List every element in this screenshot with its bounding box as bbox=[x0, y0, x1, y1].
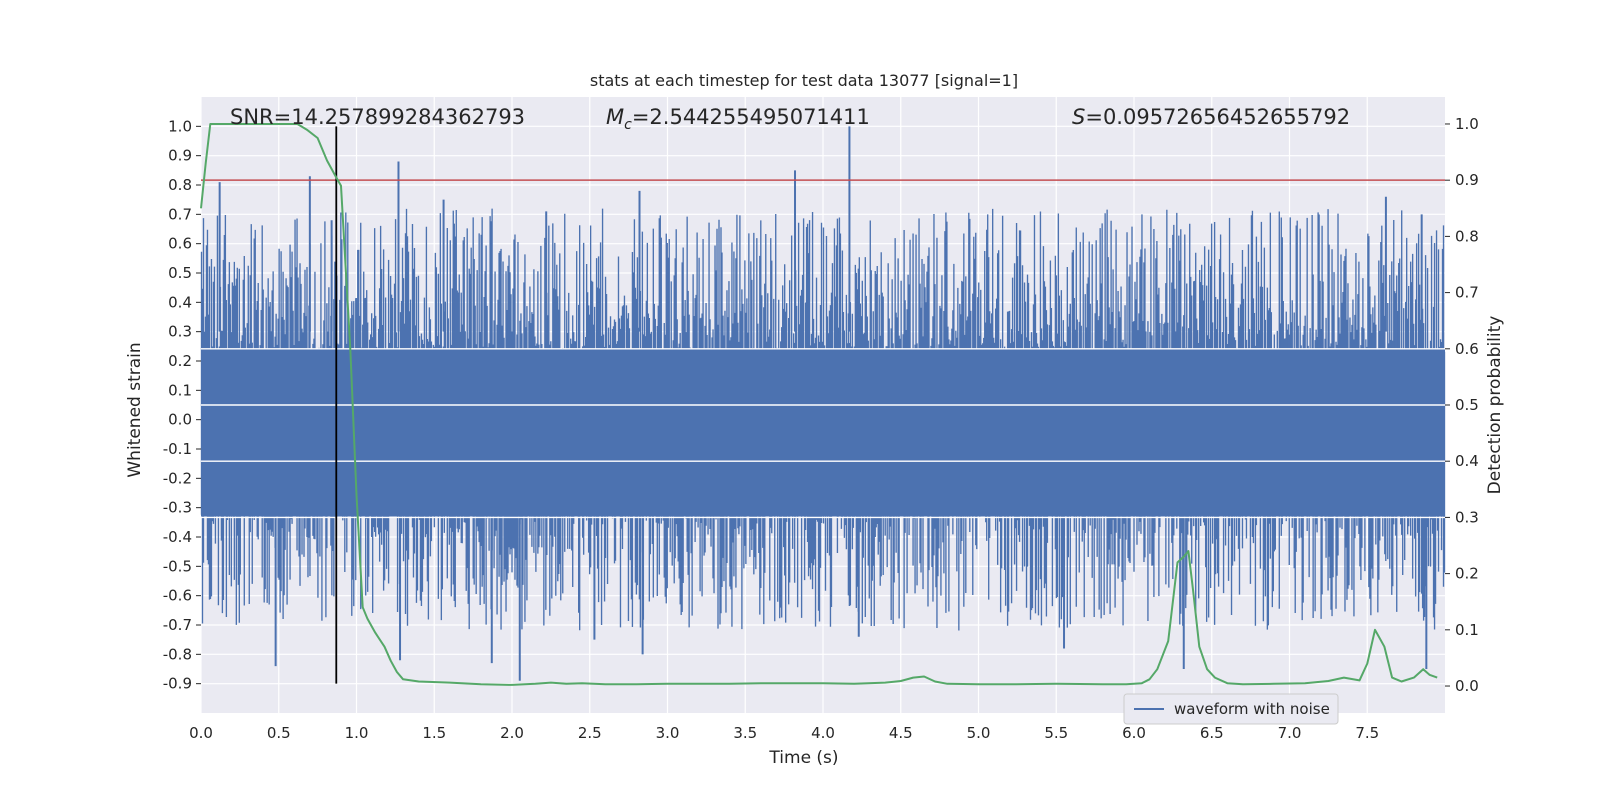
chirp-mass-annotation: Mc=2.544255495071411 bbox=[606, 105, 870, 133]
y2-axis-label: Detection probability bbox=[1485, 316, 1505, 495]
s-symbol: S bbox=[1072, 105, 1085, 129]
y-tick-label: 0.3 bbox=[168, 323, 192, 341]
s-value: =0.09572656452655792 bbox=[1085, 105, 1350, 129]
y-tick-label: -0.5 bbox=[163, 557, 192, 575]
x-tick-label: 5.5 bbox=[1044, 724, 1068, 742]
chirp-mass-symbol: M bbox=[606, 105, 624, 129]
x-tick-label: 2.5 bbox=[578, 724, 602, 742]
x-tick-label: 2.0 bbox=[500, 724, 524, 742]
waveform-series bbox=[200, 126, 1446, 681]
y-tick-label: 0.7 bbox=[168, 205, 192, 223]
y-tick-label: -0.6 bbox=[163, 587, 192, 605]
legend: waveform with noise bbox=[1123, 693, 1339, 725]
x-axis-label: Time (s) bbox=[768, 748, 838, 768]
y-axis-label: Whitened strain bbox=[125, 342, 145, 477]
y2-tick-label: 0.0 bbox=[1455, 677, 1479, 695]
x-tick-label: 7.0 bbox=[1278, 724, 1302, 742]
x-tick-label: 6.5 bbox=[1200, 724, 1224, 742]
plot-content bbox=[200, 123, 1446, 686]
y-tick-label: 0.4 bbox=[168, 293, 192, 311]
y2-tick-label: 0.6 bbox=[1455, 340, 1479, 358]
y2-tick-label: 0.9 bbox=[1455, 171, 1479, 189]
y-axis-ticks: 1.0 0.9 0.8 0.7 0.6 0.5 0.4 0.3 0.2 0.1 0.0 -0.1 -0.… bbox=[163, 117, 201, 693]
y2-tick-label: 0.7 bbox=[1455, 284, 1479, 302]
y2-tick-label: 0.5 bbox=[1455, 396, 1479, 414]
legend-label: waveform with noise bbox=[1174, 700, 1330, 718]
y-tick-label: 0.6 bbox=[168, 235, 192, 253]
x-tick-label: 5.0 bbox=[967, 724, 991, 742]
y-tick-label: 0.9 bbox=[168, 147, 192, 165]
y-tick-label: 0.2 bbox=[168, 352, 192, 370]
x-tick-label: 1.5 bbox=[422, 724, 446, 742]
y-tick-label: -0.9 bbox=[163, 675, 192, 693]
y2-tick-label: 0.2 bbox=[1455, 565, 1479, 583]
y2-tick-label: 0.8 bbox=[1455, 227, 1479, 245]
detection-probability-line bbox=[200, 123, 1438, 686]
x-axis-ticks: 0.0 0.5 1.0 1.5 2.0 2.5 3.0 3.5 4.0 4.5 5.0 5.5 6.0 6… bbox=[189, 724, 1379, 742]
chirp-mass-value: =2.544255495071411 bbox=[632, 105, 870, 129]
y-tick-label: 0.0 bbox=[168, 411, 192, 429]
y-tick-label: -0.1 bbox=[163, 440, 192, 458]
x-tick-label: 3.0 bbox=[656, 724, 680, 742]
x-tick-label: 7.5 bbox=[1355, 724, 1379, 742]
snr-annotation: SNR=14.257899284362793 bbox=[230, 105, 525, 129]
s-annotation: S=0.09572656452655792 bbox=[1072, 105, 1350, 129]
x-tick-label: 4.0 bbox=[811, 724, 835, 742]
y2-tick-label: 0.3 bbox=[1455, 508, 1479, 526]
chirp-mass-subscript: c bbox=[624, 117, 632, 133]
y-tick-label: 0.5 bbox=[168, 264, 192, 282]
chart-title: stats at each timestep for test data 130… bbox=[590, 71, 1018, 90]
y-tick-label: -0.8 bbox=[163, 645, 192, 663]
y-tick-label: 0.8 bbox=[168, 176, 192, 194]
x-tick-label: 3.5 bbox=[733, 724, 757, 742]
y2-axis-ticks: 1.0 0.9 0.8 0.7 0.6 0.5 0.4 0.3 0.2 0.1 0.0 bbox=[1445, 115, 1479, 695]
y-tick-label: 1.0 bbox=[168, 117, 192, 135]
x-tick-label: 4.5 bbox=[889, 724, 913, 742]
x-tick-label: 0.0 bbox=[189, 724, 213, 742]
y-tick-label: -0.3 bbox=[163, 499, 192, 517]
y2-tick-label: 0.1 bbox=[1455, 621, 1479, 639]
y2-tick-label: 0.4 bbox=[1455, 452, 1479, 470]
waveform-core bbox=[201, 349, 1445, 517]
y-tick-label: -0.2 bbox=[163, 469, 192, 487]
legend-box bbox=[1123, 693, 1339, 725]
y-tick-label: -0.7 bbox=[163, 616, 192, 634]
x-tick-label: 0.5 bbox=[267, 724, 291, 742]
x-tick-label: 6.0 bbox=[1122, 724, 1146, 742]
y-tick-label: 0.1 bbox=[168, 381, 192, 399]
y-tick-label: -0.4 bbox=[163, 528, 192, 546]
x-tick-label: 1.0 bbox=[345, 724, 369, 742]
y2-tick-label: 1.0 bbox=[1455, 115, 1479, 133]
